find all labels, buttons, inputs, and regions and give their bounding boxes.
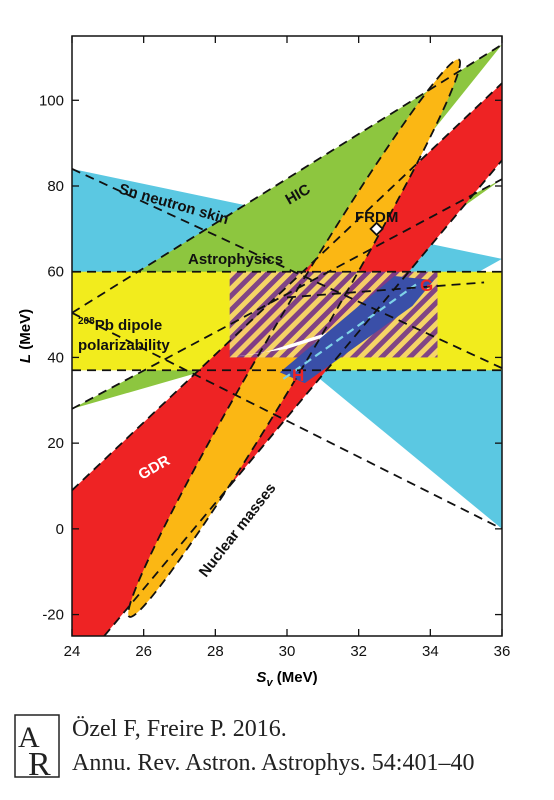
- x-tick-label: 30: [279, 643, 296, 660]
- y-tick-label: 0: [56, 521, 64, 538]
- x-tick-label: 24: [64, 643, 81, 660]
- gdr-upper-boundary: [72, 82, 502, 491]
- chart: 24 26 28 30 32 34 36 -20 0 20 40 60 80 100 Sv (MeV) L (…: [17, 35, 511, 689]
- y-axis-title: L (MeV): [17, 309, 34, 363]
- citation-authors: Özel F, Freire P. 2016.: [72, 716, 287, 742]
- citation: A R Özel F, Freire P. 2016. Annu. Rev. A…: [8, 706, 548, 786]
- hic-upper-boundary: [72, 43, 502, 314]
- x-tick-label: 34: [422, 643, 439, 660]
- x-tick-label: 28: [207, 643, 224, 660]
- y-tick-label: 60: [47, 264, 64, 281]
- y-tick-label: -20: [42, 607, 64, 624]
- x-tick-label: 32: [350, 643, 367, 660]
- sn-skin-upper-boundary: [72, 168, 502, 369]
- label-frdm: FRDM: [355, 209, 398, 226]
- x-tick-label: 36: [494, 643, 511, 660]
- label-pb-dipole: 208Pb dipole: [78, 316, 162, 334]
- frdm-dashed-line: [286, 281, 485, 299]
- plot-area: [72, 36, 502, 636]
- y-tick-label: 100: [39, 92, 64, 109]
- x-tick-label: 26: [135, 643, 152, 660]
- label-astrophysics: Astrophysics: [188, 251, 283, 268]
- annual-reviews-logo-icon: A R: [14, 714, 60, 778]
- y-tick-label: 20: [47, 435, 64, 452]
- svg-text:R: R: [28, 746, 51, 778]
- y-tick-label: 80: [47, 178, 64, 195]
- sn-neutron-skin-region-2: [306, 368, 502, 529]
- svg-text:A: A: [18, 721, 40, 754]
- astrophysics-dashed-line: [282, 283, 417, 380]
- axes: 24 26 28 30 32 34 36 -20 0 20 40 60 80 100 Sv (MeV) L (…: [17, 35, 511, 689]
- y-tick-label: 40: [47, 349, 64, 366]
- nuclear-masses-outline: [127, 58, 461, 618]
- sn-skin-lower-boundary: [72, 312, 502, 530]
- citation-journal: Annu. Rev. Astron. Astrophys. 54:401–40: [72, 750, 475, 776]
- x-axis-title: Sv (MeV): [256, 669, 317, 689]
- gdr-lower-boundary: [103, 159, 502, 636]
- hic-lower-boundary: [72, 178, 502, 410]
- label-h: H: [292, 366, 304, 385]
- label-g: G: [420, 276, 433, 295]
- label-polarizability: polarizability: [78, 337, 170, 354]
- astrophysics-constraint-band: [279, 276, 434, 384]
- frdm-marker: [369, 221, 384, 237]
